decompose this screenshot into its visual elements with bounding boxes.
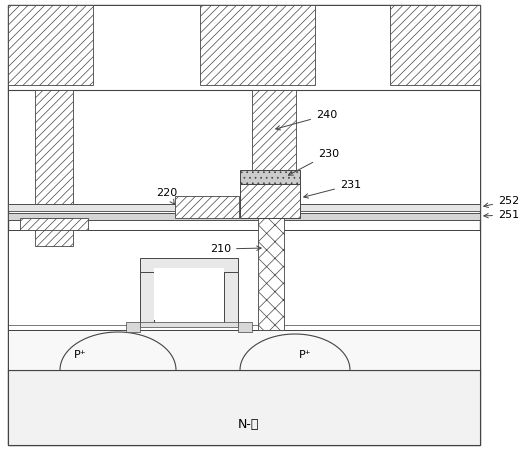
Bar	[240, 184, 300, 218]
Text: 220: 220	[156, 188, 177, 204]
Bar	[252, 90, 296, 170]
Bar	[8, 90, 480, 204]
Text: P⁺: P⁺	[74, 350, 86, 360]
Text: 240: 240	[276, 110, 337, 130]
Bar	[154, 268, 224, 320]
Bar	[8, 213, 480, 220]
Bar	[140, 258, 238, 272]
Bar	[240, 170, 300, 184]
Bar	[8, 230, 480, 330]
Text: N-阱: N-阱	[237, 419, 259, 432]
Bar	[8, 204, 480, 211]
Bar	[140, 322, 238, 327]
Bar	[390, 5, 480, 85]
Bar	[8, 330, 480, 370]
Text: 231: 231	[304, 180, 361, 198]
Text: 210: 210	[210, 244, 261, 254]
Text: P⁺: P⁺	[299, 350, 311, 360]
Bar	[140, 268, 154, 325]
Bar	[126, 322, 140, 332]
Text: 230: 230	[288, 149, 339, 175]
Bar	[8, 5, 93, 85]
Bar	[35, 218, 73, 246]
Bar	[224, 268, 238, 325]
Bar	[8, 5, 480, 445]
Bar	[200, 5, 315, 85]
Bar	[8, 5, 480, 90]
Bar	[258, 218, 284, 330]
Bar	[8, 370, 480, 445]
Bar	[35, 90, 73, 204]
Bar	[20, 218, 88, 230]
Text: 252: 252	[484, 196, 519, 207]
Text: 251: 251	[484, 210, 519, 220]
Bar	[238, 322, 252, 332]
Bar	[175, 196, 239, 218]
